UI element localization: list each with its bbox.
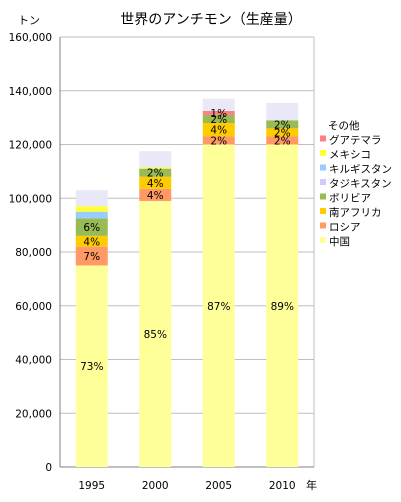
data-label: 7% (83, 251, 100, 263)
data-label: 87% (207, 301, 230, 313)
legend-label: 南アフリカ (329, 206, 382, 219)
bar-segment (202, 110, 235, 115)
data-labels: 73%7%4%6%85%4%4%2%87%2%4%2%1%89%2%2%2% (80, 108, 294, 373)
x-axis-unit: 年 (306, 478, 317, 492)
bar-segment (75, 190, 108, 207)
x-tick-label: 1995 (78, 480, 105, 492)
y-tick-label: 20,000 (15, 408, 52, 420)
legend-swatch (320, 208, 326, 214)
legend-swatch (320, 237, 326, 243)
bar-segment (266, 120, 299, 129)
data-label: 2% (274, 119, 291, 131)
data-label: 89% (271, 301, 294, 313)
bar-segment (202, 98, 235, 111)
y-tick-label: 0 (45, 462, 52, 474)
bar-segment (266, 136, 299, 145)
y-tick-label: 160,000 (9, 32, 52, 44)
legend-label: 中国 (329, 235, 350, 248)
data-label: 6% (83, 222, 100, 234)
data-label: 2% (274, 127, 291, 139)
bar-segment (75, 206, 108, 212)
data-label: 1% (210, 108, 227, 120)
bar-segment (75, 235, 108, 247)
bar-segment (266, 102, 299, 121)
legend-swatch (320, 164, 326, 171)
x-tick-label: 2000 (142, 480, 169, 492)
data-label: 2% (210, 114, 227, 126)
bar-segment (202, 136, 235, 145)
data-label: 73% (80, 361, 103, 373)
y-tick-label: 140,000 (9, 86, 52, 98)
y-tick-labels: 0 20,000 40,000 60,000 80,000 100,000 120,000 1… (9, 32, 52, 474)
data-label: 4% (83, 236, 100, 248)
y-tick-label: 60,000 (15, 301, 52, 313)
data-label: 4% (147, 190, 164, 202)
data-label: 4% (210, 125, 227, 137)
data-label: 2% (147, 168, 164, 180)
bar-segment (202, 114, 235, 123)
x-tick-labels: 1995 2000 2005 2010 (78, 480, 295, 492)
bars (75, 98, 299, 467)
bar-segment (202, 123, 235, 137)
legend-label: ボリビア (329, 193, 371, 205)
y-tick-label: 120,000 (9, 140, 52, 152)
bar-segment (75, 218, 108, 236)
bar-segment (139, 168, 172, 177)
data-label: 85% (144, 329, 167, 341)
legend-swatch (320, 193, 326, 200)
bar-segment (75, 265, 108, 467)
bar-segment (139, 151, 172, 168)
x-tick-label: 2010 (269, 480, 296, 492)
bar-segment (75, 211, 108, 219)
data-label: 4% (147, 178, 164, 190)
legend-label: メキシコ (329, 149, 371, 161)
bar-segment (266, 128, 299, 137)
legend-label: タジキスタン (329, 178, 392, 190)
y-tick-label: 80,000 (15, 247, 52, 259)
y-tick-label: 40,000 (15, 355, 52, 367)
bar-segment (75, 246, 108, 266)
bar-segment (202, 144, 235, 467)
bar-segment (139, 200, 172, 467)
y-axis-unit: トン (18, 14, 40, 27)
legend-label: キルギスタン (329, 164, 392, 176)
legend-label: ロシア (329, 222, 361, 234)
data-label: 2% (210, 135, 227, 147)
x-tick-label: 2005 (205, 480, 232, 492)
chart-title: 世界のアンチモン（生産量） (120, 12, 301, 28)
data-label: 2% (274, 135, 291, 147)
legend-swatch (320, 150, 326, 156)
legend-swatch (320, 135, 326, 142)
bar-segment (139, 176, 172, 189)
legend-swatch (320, 179, 326, 185)
bar-segment (266, 144, 299, 467)
bar-segment (139, 188, 172, 201)
legend-swatch (320, 222, 326, 229)
legend-label: グアテマラ (329, 134, 382, 147)
bar-segment (139, 167, 172, 169)
y-tick-label: 100,000 (9, 193, 52, 205)
legend-label: その他 (328, 119, 360, 132)
